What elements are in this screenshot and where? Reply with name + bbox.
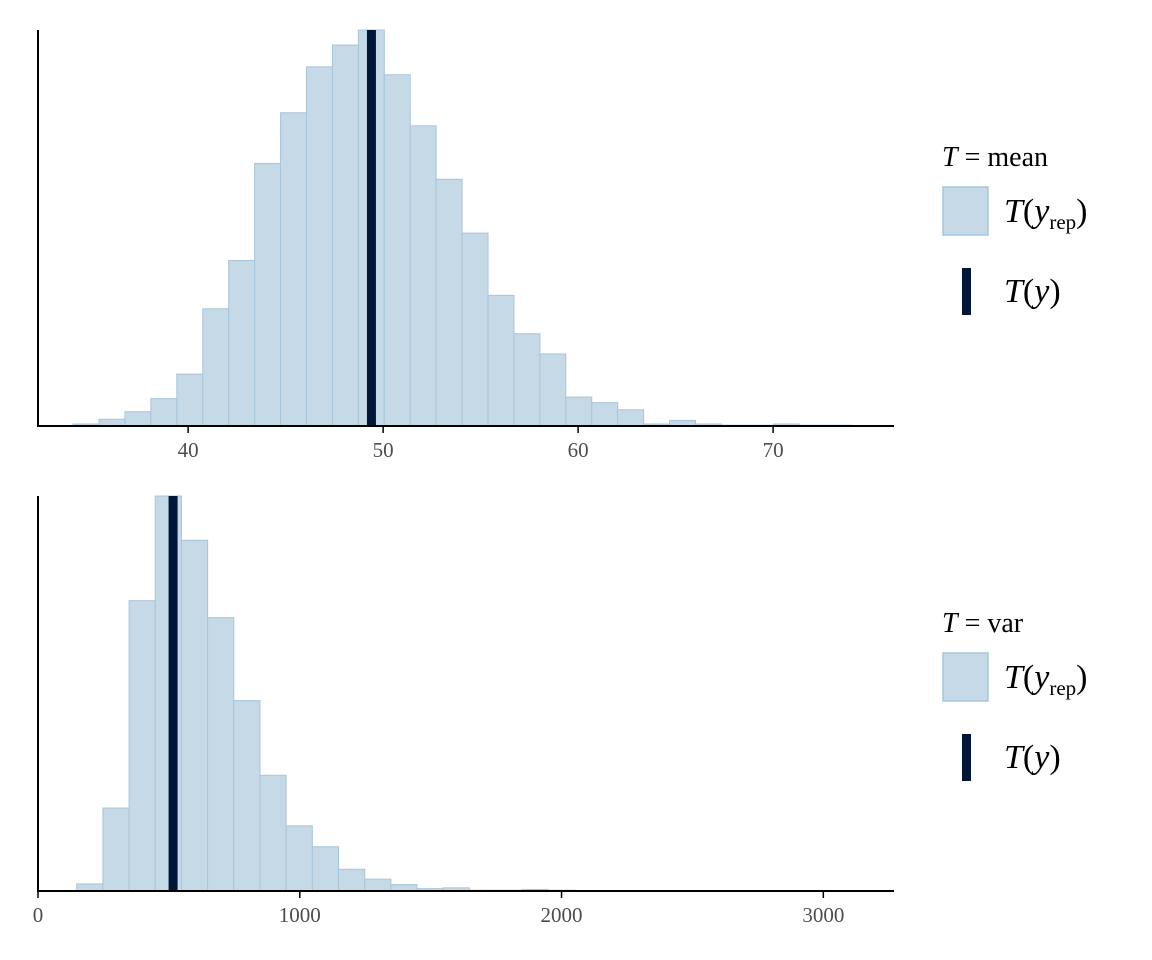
histogram-bar [306,66,333,427]
histogram-bar [280,112,308,427]
x-tick-label: 70 [763,438,784,462]
histogram-bar [487,294,515,427]
histogram-bars-mean [72,29,852,427]
histogram-bar [176,373,204,427]
histogram-bar [311,846,340,892]
x-tick-label: 60 [568,438,589,462]
legend-mean: T = mean T(yrep) T(y) [942,142,1088,315]
x-tick-label: 1000 [279,903,321,927]
legend-title-mean: T = mean [942,142,1048,173]
legend-var: T = var T(yrep) T(y) [942,608,1088,781]
histogram-bar [128,600,156,892]
histogram-bar [202,308,230,427]
histogram-bar [233,700,261,892]
legend-label-rep-mean: T(yrep) [1004,193,1088,234]
histogram-panel-var: 0 1000 2000 3000 [33,495,894,927]
axes-mean: 40 50 60 70 [37,30,894,462]
histogram-panel-mean: 40 50 60 70 [37,29,894,462]
histogram-bar [591,402,619,427]
histogram-bar [617,409,645,427]
x-tick-label: 2000 [541,903,583,927]
legend-label-obs-var: T(y) [1004,739,1061,776]
histogram-bar [331,44,359,427]
legend-key-rep-var [942,652,989,702]
legend-key-obs-mean [962,268,971,315]
legend-label-obs-mean: T(y) [1004,273,1061,310]
histogram-bars-var [76,495,863,892]
histogram-bar [513,333,541,427]
histogram-bar [383,74,411,427]
histogram-bar [435,178,463,427]
x-tick-label: 40 [178,438,199,462]
x-tick-label: 3000 [802,903,844,927]
legend-key-obs-var [962,734,971,781]
histogram-bar [259,774,287,892]
x-tick-label: 50 [373,438,394,462]
histogram-bar [254,162,282,427]
histogram-bar [124,411,152,427]
histogram-bar [285,825,313,892]
x-tick-label: 0 [33,903,44,927]
histogram-bar [102,807,130,892]
legend-label-rep-var: T(yrep) [1004,659,1088,700]
histogram-bar [98,418,126,427]
histogram-bar [228,259,256,427]
histogram-bar [461,232,489,427]
histogram-bar [409,125,437,427]
histogram-bar [338,868,366,892]
axes-var: 0 1000 2000 3000 [33,496,894,927]
histogram-bar [565,396,593,427]
histogram-bar [539,353,567,427]
legend-title-var: T = var [942,608,1024,639]
histogram-bar [364,878,392,892]
histogram-bar [150,398,178,427]
legend-key-rep-mean [942,186,989,236]
histogram-bar [180,539,209,892]
histogram-bar [76,883,104,892]
histogram-bar [207,617,235,892]
